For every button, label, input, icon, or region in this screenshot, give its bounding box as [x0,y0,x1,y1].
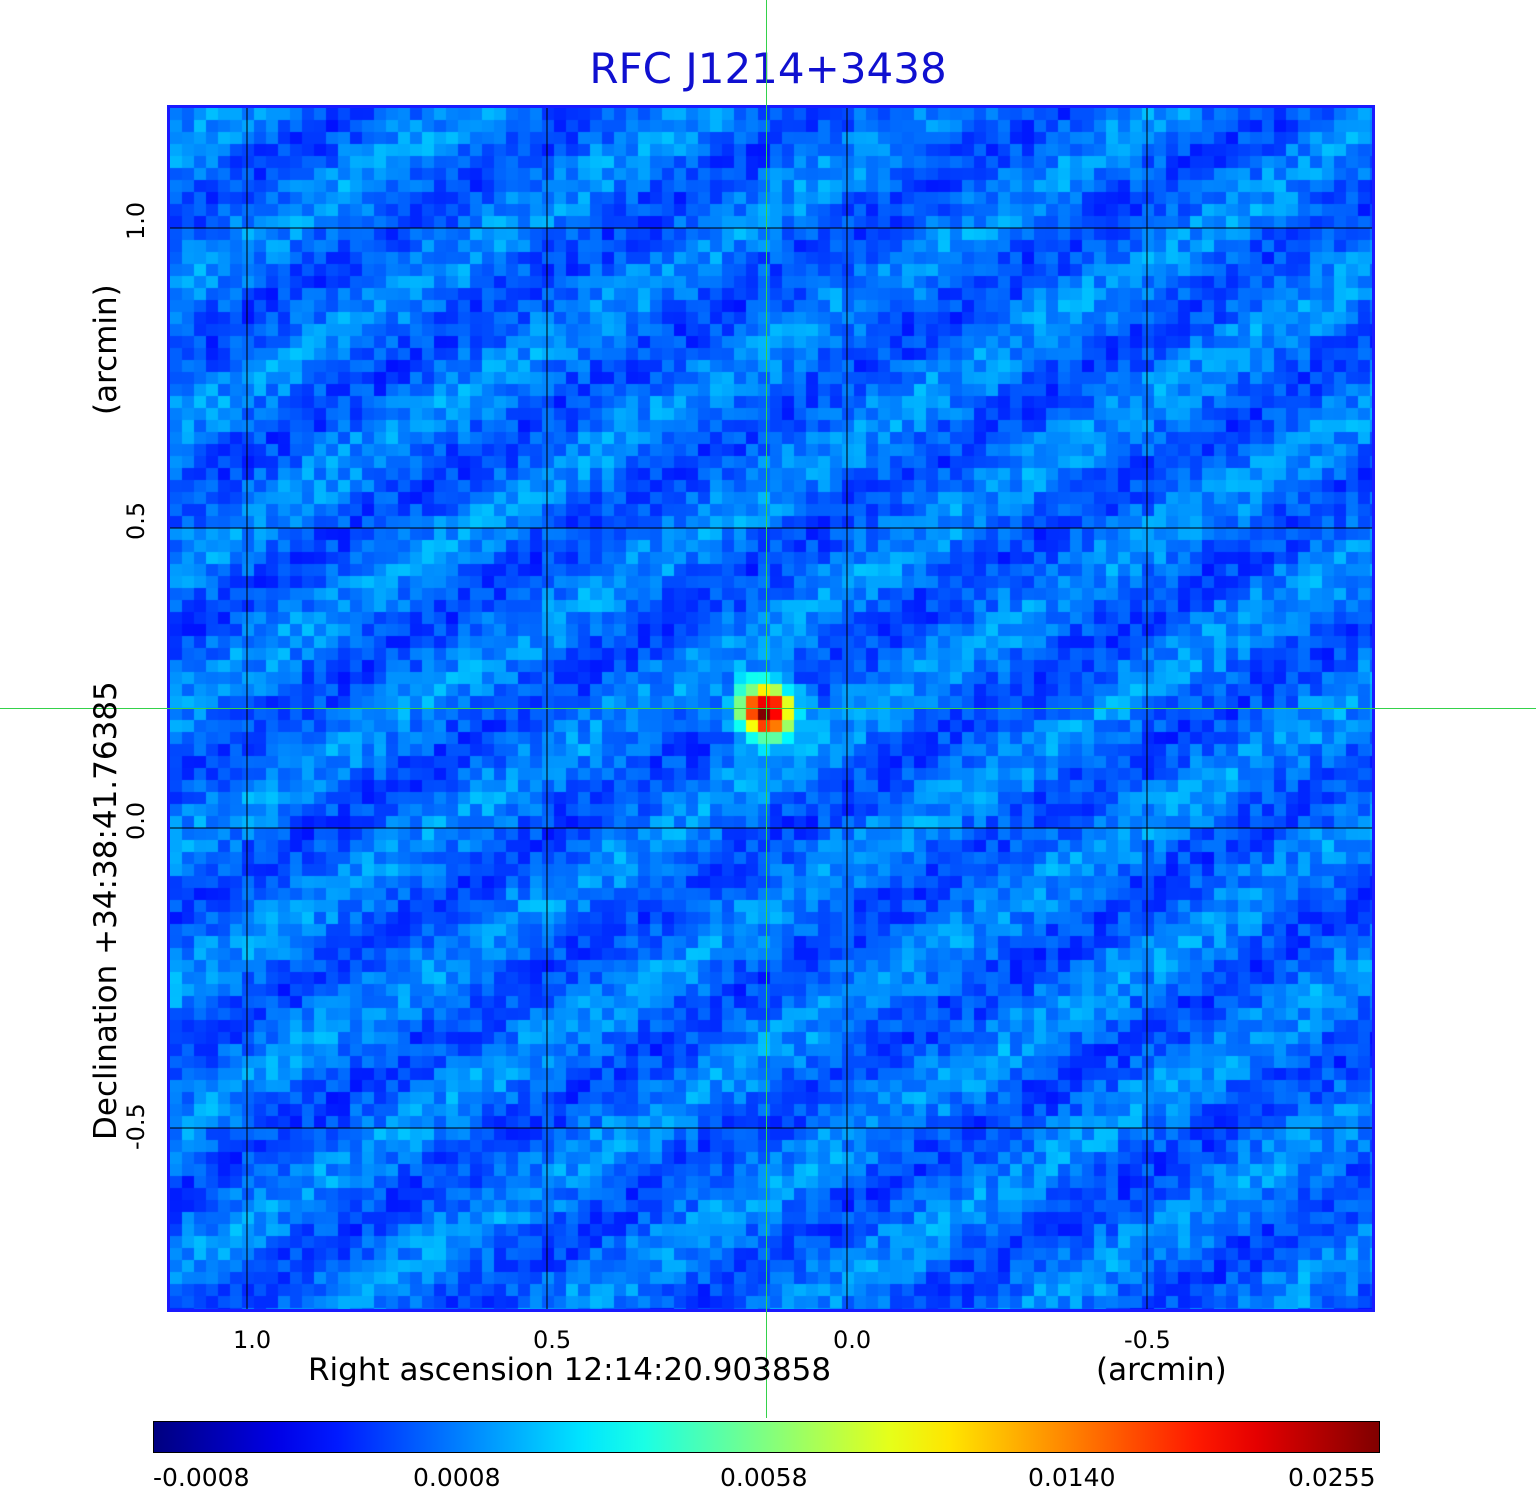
y-axis-label: Declination +34:38:41.76385 [88,681,124,1140]
image-title: RFC J1214+3438 [589,44,947,93]
colorbar-label: 0.0008 [413,1463,501,1492]
x-tick-label: 0.5 [533,1326,572,1354]
colorbar-label: 0.0140 [1028,1463,1116,1492]
crosshair-vertical [766,0,767,1418]
x-axis-unit: (arcmin) [1096,1352,1227,1388]
y-tick-label: 0.0 [122,801,150,840]
x-axis-label: Right ascension 12:14:20.903858 [308,1352,832,1388]
x-tick-label: -0.5 [1124,1326,1171,1354]
x-tick-label: 0.0 [833,1326,872,1354]
colorbar-label: 0.0255 [1288,1463,1376,1492]
y-tick-label: -0.5 [122,1103,150,1150]
colorbar [153,1421,1380,1453]
crosshair-horizontal [0,708,1536,709]
colorbar-label: 0.0058 [720,1463,808,1492]
y-axis-unit: (arcmin) [88,284,124,415]
coordinate-grid [170,108,1372,1309]
y-tick-label: 1.0 [122,201,150,240]
y-tick-label: 0.5 [122,501,150,540]
x-tick-label: 1.0 [233,1326,272,1354]
colorbar-label: -0.0008 [153,1463,250,1492]
